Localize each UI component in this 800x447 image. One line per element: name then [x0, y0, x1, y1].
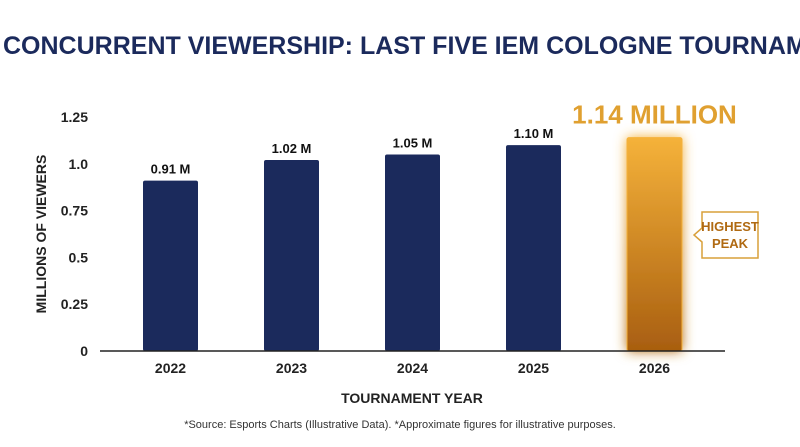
y-tick-label: 0.5 — [69, 249, 89, 265]
data-label-highlight: 1.14 MILLION — [572, 100, 737, 130]
bar — [264, 160, 319, 351]
x-tick-label: 2023 — [276, 360, 307, 376]
bars-group — [143, 137, 683, 352]
data-label: 1.10 M — [514, 126, 554, 141]
y-tick-label: 0.75 — [61, 203, 88, 219]
x-tick-label: 2025 — [518, 360, 549, 376]
data-label: 1.02 M — [272, 141, 312, 156]
y-tick-label: 0 — [80, 343, 88, 359]
bar-highlight — [626, 137, 683, 352]
annotation-text-line1: HIGHEST — [701, 219, 759, 234]
x-tick-label: 2026 — [639, 360, 670, 376]
x-tick-label: 2024 — [397, 360, 428, 376]
annotation-callout-box — [692, 211, 759, 259]
bar — [506, 145, 561, 351]
bar — [143, 180, 198, 351]
bar — [385, 154, 440, 351]
data-labels-group: 0.91 M 1.02 M 1.05 M 1.10 M 1.14 MILLION — [151, 100, 737, 177]
y-axis-label: MILLIONS OF VIEWERS — [33, 155, 49, 314]
data-label: 0.91 M — [151, 162, 191, 177]
y-tick-label: 1.0 — [69, 156, 89, 172]
y-axis-ticks: 0 0.25 0.5 0.75 1.0 1.25 — [61, 109, 88, 359]
chart-title: PEAK CONCURRENT VIEWERSHIP: LAST FIVE IE… — [0, 32, 800, 60]
y-tick-label: 0.25 — [61, 296, 88, 312]
footnote: *Source: Esports Charts (Illustrative Da… — [184, 419, 616, 431]
x-axis-ticks: 2022 2023 2024 2025 2026 — [155, 360, 670, 376]
x-tick-label: 2022 — [155, 360, 186, 376]
highest-peak-annotation: HIGHEST PEAK — [692, 211, 759, 259]
y-tick-label: 1.25 — [61, 109, 88, 125]
x-axis-label: TOURNAMENT YEAR — [341, 390, 483, 406]
data-label: 1.05 M — [393, 135, 433, 150]
annotation-text-line2: PEAK — [712, 236, 749, 251]
